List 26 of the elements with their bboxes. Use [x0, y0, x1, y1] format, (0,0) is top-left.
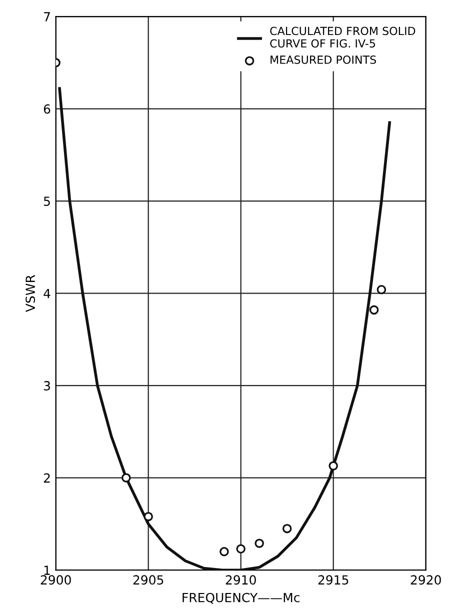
legend-label: MEASURED POINTS: [270, 56, 376, 64]
y-tick-label: 3: [44, 381, 50, 391]
x-tick-label: 2915: [318, 575, 348, 585]
point: [369, 305, 379, 315]
x-tick-label: 2920: [410, 575, 441, 585]
point: [282, 524, 292, 534]
point: [122, 473, 131, 482]
y-axis-title: VSWR: [26, 274, 36, 312]
line-series: [58, 87, 391, 570]
point: [328, 461, 338, 470]
legend-label: CALCULATED FROM SOLID CURVE OF FIG. IV-5: [270, 26, 416, 48]
x-tick-label: 2905: [133, 575, 164, 585]
y-tick-label: 5: [44, 196, 50, 206]
x-tick-label: 2900: [40, 575, 71, 585]
point: [254, 538, 264, 548]
y-tick-label: 1: [44, 566, 50, 575]
point: [144, 512, 153, 522]
y-tick-label: 2: [44, 473, 50, 483]
y-tick-label: 7: [44, 12, 50, 22]
x-tick-label: 2910: [226, 575, 256, 585]
point: [220, 547, 229, 556]
point: [376, 284, 386, 294]
point: [236, 544, 246, 554]
y-tick-label: 4: [44, 288, 50, 298]
y-tick-label: 6: [44, 104, 50, 114]
x-axis-title: FREQUENCY——Mc: [182, 592, 300, 604]
